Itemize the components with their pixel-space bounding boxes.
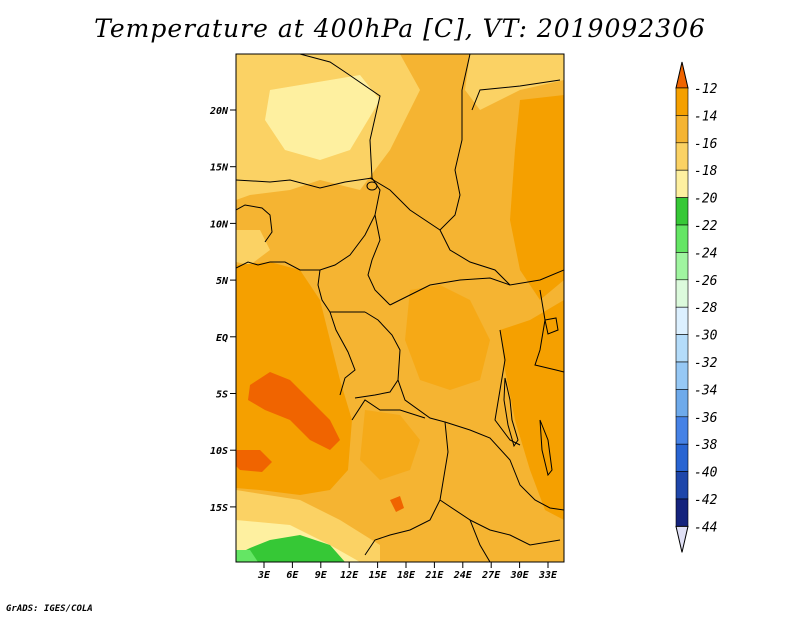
- lakes: [366, 181, 559, 477]
- colorbar-bottom-triangle: [675, 525, 689, 553]
- colorbar-box: [675, 306, 689, 335]
- colorbar-box: [675, 87, 689, 116]
- colorbar-box: [675, 115, 689, 144]
- colorbar-label: -40: [694, 466, 718, 481]
- lon-tick-label: 24E: [453, 570, 473, 581]
- colorbar-label: -22: [694, 219, 718, 234]
- longitude-axis: 3E 6E 9E 12E 15E 18E 21E 24E 27E 30E 33E: [257, 562, 558, 581]
- colorbar-box: [675, 334, 689, 363]
- lat-tick-label: 15S: [210, 503, 228, 514]
- colorbar-box: [675, 471, 689, 500]
- colorbar-box: [675, 443, 689, 472]
- colorbar-label: -12: [694, 82, 718, 97]
- colorbar-label: -24: [694, 246, 717, 261]
- lon-tick-label: 33E: [538, 570, 558, 581]
- colorbar-box: [675, 197, 689, 226]
- colorbar-label: -20: [694, 192, 718, 207]
- colorbar-box: [675, 279, 689, 308]
- colorbar-label: -26: [694, 274, 718, 289]
- colorbar-label: -36: [694, 411, 718, 426]
- colorbar-box: [675, 252, 689, 281]
- latitude-axis: 20N 15N 10N 5N EQ 5S 10S 15S: [209, 106, 236, 514]
- map-frame: [235, 53, 565, 563]
- colorbar-label: -44: [694, 520, 717, 535]
- lat-tick-label: 5N: [216, 276, 229, 287]
- lat-tick-label: 10N: [210, 219, 229, 230]
- lat-tick-label: 15N: [210, 163, 229, 174]
- colorbar-label: -16: [694, 137, 718, 152]
- lon-tick-label: 3E: [257, 570, 271, 581]
- colorbar-box: [675, 361, 689, 390]
- colorbar-label: -18: [694, 164, 718, 179]
- colorbar-top-triangle: [675, 61, 689, 89]
- lon-tick-label: 30E: [510, 570, 530, 581]
- colorbar-box: [675, 142, 689, 171]
- colorbar-label: -28: [694, 301, 718, 316]
- lat-tick-label: 20N: [209, 106, 229, 117]
- map-title: Temperature at 400hPa [C], VT: 201909230…: [94, 14, 706, 43]
- colorbar: -12 -14 -16 -18 -20 -22 -24 -26 -28 -30 -32 -34 -36 -…: [675, 61, 718, 553]
- colorbar-label: -34: [694, 383, 717, 398]
- colorbar-label: -14: [694, 109, 717, 124]
- colorbar-label: -32: [694, 356, 718, 371]
- lat-tick-label: EQ: [216, 333, 228, 344]
- temperature-field: [236, 54, 564, 562]
- lon-tick-label: 15E: [369, 570, 388, 581]
- lat-tick-label: 10S: [210, 446, 228, 457]
- lat-tick-label: 5S: [216, 390, 228, 401]
- lon-tick-label: 18E: [397, 570, 416, 581]
- colorbar-box: [675, 224, 689, 253]
- lon-tick-label: 21E: [424, 570, 444, 581]
- grads-credit: GrADS: IGES/COLA: [6, 604, 93, 614]
- colorbar-box: [675, 389, 689, 418]
- lon-tick-label: 12E: [340, 570, 359, 581]
- colorbar-label: -42: [694, 493, 718, 508]
- colorbar-label: -38: [694, 438, 718, 453]
- colorbar-box: [675, 169, 689, 198]
- colorbar-box: [675, 416, 689, 445]
- colorbar-box: [675, 498, 689, 527]
- lon-tick-label: 6E: [286, 570, 299, 581]
- colorbar-label: -30: [694, 329, 718, 344]
- lon-tick-label: 9E: [315, 570, 328, 581]
- lon-tick-label: 27E: [481, 570, 501, 581]
- country-borders: [236, 54, 564, 562]
